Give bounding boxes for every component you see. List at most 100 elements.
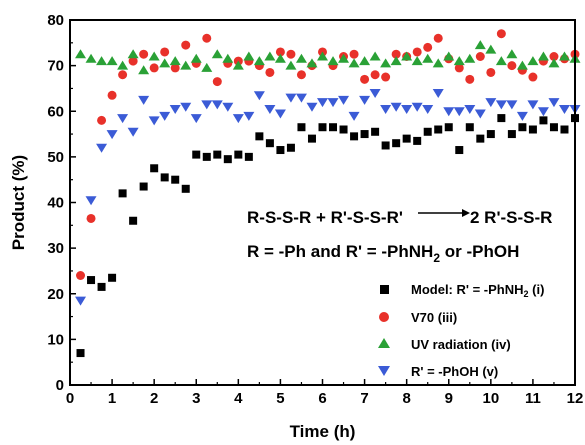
point-circle — [412, 47, 422, 57]
point-triangle-down — [190, 114, 202, 124]
point-triangle-up — [411, 56, 423, 66]
point-circle — [212, 77, 222, 87]
point-triangle-up — [222, 53, 234, 63]
x-tick-label: 10 — [482, 390, 499, 407]
point-circle — [107, 90, 117, 100]
point-square — [423, 127, 432, 136]
point-square — [192, 150, 201, 159]
point-square — [76, 349, 85, 358]
point-circle — [97, 115, 107, 125]
legend-label-model-prefix: Model: R' = -PhNH — [411, 282, 524, 297]
point-triangle-up — [474, 40, 486, 50]
y-tick-label: 50 — [47, 149, 64, 166]
point-circle — [128, 56, 138, 66]
point-circle — [433, 33, 443, 43]
point-triangle-up — [558, 51, 570, 61]
point-triangle-up — [401, 51, 413, 61]
point-square — [244, 152, 253, 161]
point-triangle-up — [369, 51, 381, 61]
point-triangle-down — [117, 114, 129, 124]
point-square — [202, 152, 211, 161]
legend-triangle-up-marker — [378, 338, 390, 348]
point-square — [223, 155, 232, 164]
definition-prefix: R = -Ph and R' = -PhNH — [247, 242, 433, 261]
y-tick-label: 0 — [56, 377, 64, 394]
point-triangle-down — [422, 104, 434, 114]
point-triangle-up — [443, 51, 455, 61]
point-square — [171, 175, 180, 184]
point-circle — [486, 67, 496, 77]
point-triangle-down — [243, 111, 255, 121]
x-tick-label: 8 — [402, 390, 410, 407]
point-triangle-up — [138, 65, 150, 75]
point-square — [129, 216, 138, 225]
point-triangle-down — [127, 127, 139, 137]
point-square — [297, 123, 306, 132]
point-circle — [76, 271, 86, 280]
legend-entry-uv: UV radiation (iv) — [378, 337, 511, 352]
point-square — [392, 139, 401, 148]
point-triangle-up — [422, 53, 434, 63]
point-triangle-down — [106, 130, 118, 140]
point-triangle-down — [359, 95, 371, 105]
x-axis-title: Time (h) — [290, 422, 356, 441]
point-triangle-up — [264, 51, 276, 61]
reaction-definition: R = -Ph and R' = -PhNH2 or -PhOH — [247, 242, 519, 265]
point-triangle-down — [485, 98, 497, 108]
point-square — [549, 123, 558, 132]
legend-square-marker — [380, 285, 389, 294]
point-triangle-down — [380, 104, 392, 114]
point-square — [307, 134, 316, 143]
point-circle — [507, 61, 517, 71]
point-square — [234, 150, 243, 159]
point-triangle-up — [464, 53, 476, 63]
point-triangle-up — [338, 53, 350, 63]
point-circle — [160, 47, 170, 57]
point-square — [286, 143, 295, 152]
legend-entry-v70: V70 (iii) — [379, 310, 457, 325]
point-triangle-up — [432, 58, 444, 68]
legend-label-v70: V70 (iii) — [411, 310, 457, 325]
point-triangle-down — [253, 91, 265, 101]
point-circle — [170, 63, 180, 73]
point-circle — [423, 42, 433, 52]
point-square — [360, 130, 369, 139]
legend-label-model-suffix: (i) — [529, 282, 545, 297]
y-tick-label: 60 — [47, 103, 64, 120]
point-triangle-up — [380, 58, 392, 68]
y-tick-label: 70 — [47, 58, 64, 75]
point-triangle-down — [495, 100, 507, 110]
point-triangle-up — [327, 56, 339, 66]
point-triangle-down — [285, 93, 297, 103]
point-triangle-down — [317, 98, 328, 108]
point-triangle-up — [106, 56, 118, 66]
legend-label-uv: UV radiation (iv) — [411, 337, 511, 352]
data-points — [75, 29, 581, 358]
point-square — [539, 116, 548, 125]
point-square — [381, 141, 390, 150]
point-triangle-up — [359, 56, 371, 66]
point-triangle-down — [211, 100, 223, 110]
point-square — [265, 139, 274, 148]
plot-frame — [69, 19, 576, 386]
y-tick-label: 80 — [47, 12, 64, 29]
point-triangle-down — [295, 93, 307, 103]
point-square — [87, 276, 96, 285]
point-circle — [549, 52, 559, 61]
x-tick-label: 3 — [192, 390, 200, 407]
point-triangle-up — [348, 58, 360, 68]
point-square — [497, 114, 506, 123]
point-triangle-up — [232, 60, 244, 70]
point-triangle-down — [443, 107, 455, 117]
y-tick-label: 40 — [47, 195, 64, 212]
reaction-arrow-head-icon — [462, 209, 470, 217]
point-square — [560, 125, 569, 134]
point-triangle-up — [75, 49, 87, 59]
point-triangle-down — [274, 109, 286, 119]
point-circle — [181, 40, 191, 50]
point-circle — [391, 49, 401, 59]
point-circle — [296, 70, 306, 80]
x-tick-label: 0 — [66, 390, 74, 407]
point-triangle-up — [506, 49, 518, 59]
point-circle — [118, 70, 128, 80]
